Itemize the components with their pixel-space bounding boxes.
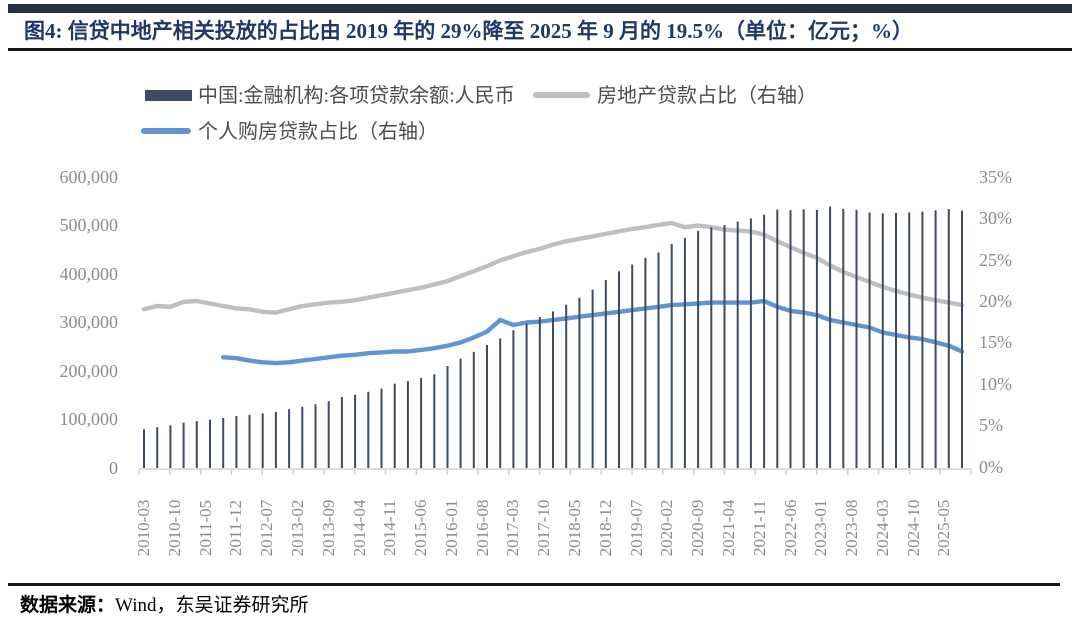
y-axis-label-right: 35% bbox=[979, 167, 1012, 187]
loan-balance-bar bbox=[486, 345, 488, 468]
loan-balance-bar bbox=[618, 271, 620, 468]
loan-balance-bar bbox=[195, 421, 198, 468]
data-source-text: Wind，东吴证券研究所 bbox=[115, 595, 309, 616]
loan-balance-bar bbox=[908, 212, 911, 468]
y-axis-label-right: 0% bbox=[979, 457, 1003, 477]
y-axis-label-left: 300,000 bbox=[59, 312, 119, 332]
data-source-line: 数据来源：Wind，东吴证券研究所 bbox=[20, 593, 720, 619]
loan-balance-bar bbox=[354, 394, 357, 468]
loan-balance-bar bbox=[340, 397, 343, 468]
loan-balance-bar bbox=[406, 381, 409, 468]
loan-balance-bar bbox=[670, 243, 673, 468]
loan-balance-bar bbox=[815, 209, 818, 468]
y-axis-label-right: 30% bbox=[979, 208, 1012, 228]
legend-label-real-estate-share: 房地产贷款占比（右轴） bbox=[597, 85, 817, 107]
footer-divider bbox=[8, 583, 1060, 586]
loan-balance-bar bbox=[723, 225, 726, 468]
loan-balance-bar bbox=[393, 383, 396, 468]
legend-label-loan-balance: 中国:金融机构:各项贷款余额:人民币 bbox=[198, 85, 515, 107]
legend-bar-swatch-icon bbox=[145, 90, 192, 101]
loan-balance-bar bbox=[829, 206, 832, 468]
loan-balance-bar bbox=[169, 425, 172, 468]
loan-balance-bar bbox=[209, 419, 211, 468]
loan-balance-bar bbox=[182, 422, 185, 468]
y-axis-label-left: 600,000 bbox=[59, 167, 119, 187]
loan-balance-bar bbox=[235, 415, 238, 468]
loan-balance-bar bbox=[789, 210, 792, 468]
legend-gray-line-swatch-icon bbox=[533, 92, 590, 98]
loan-balance-bar bbox=[802, 209, 805, 469]
loan-balance-bar bbox=[459, 358, 462, 468]
loan-balance-bar bbox=[143, 429, 145, 468]
loan-balance-bar bbox=[710, 227, 713, 468]
loan-balance-bar bbox=[301, 406, 304, 468]
loan-balance-bar bbox=[749, 218, 752, 468]
loan-balance-bar bbox=[578, 297, 581, 468]
loan-balance-bar bbox=[327, 401, 330, 468]
loan-balance-bar bbox=[499, 338, 502, 468]
loan-balance-bar bbox=[644, 257, 647, 468]
y-axis-label-right: 5% bbox=[979, 415, 1003, 435]
loan-balance-bar bbox=[881, 213, 884, 468]
loan-balance-bar bbox=[604, 280, 607, 468]
loan-balance-bar bbox=[288, 409, 291, 468]
loan-balance-bar bbox=[552, 311, 554, 468]
loan-balance-bar bbox=[314, 404, 317, 468]
loan-balance-bar bbox=[472, 351, 475, 468]
loan-balance-bar bbox=[565, 304, 568, 468]
loan-balance-bar bbox=[156, 427, 159, 468]
loan-balance-bar bbox=[895, 212, 897, 468]
y-axis-label-left: 400,000 bbox=[59, 264, 119, 284]
loan-balance-bar bbox=[657, 252, 660, 468]
loan-balance-bar bbox=[934, 210, 937, 468]
loan-balance-bar bbox=[446, 366, 449, 468]
legend-blue-line-swatch-icon bbox=[141, 128, 191, 134]
y-axis-label-right: 15% bbox=[979, 332, 1012, 352]
loan-balance-bar bbox=[776, 209, 779, 468]
loan-balance-bar bbox=[697, 230, 700, 468]
loan-balance-bar bbox=[538, 317, 541, 468]
loan-balance-bar bbox=[868, 212, 871, 468]
y-axis-label-left: 100,000 bbox=[59, 409, 119, 429]
title-divider bbox=[8, 48, 1072, 51]
loan-balance-bar bbox=[947, 209, 950, 468]
loan-balance-bar bbox=[855, 209, 858, 469]
legend-label-housing-loan-share: 个人购房贷款占比（右轴） bbox=[198, 121, 438, 143]
y-axis-label-left: 200,000 bbox=[59, 361, 119, 381]
y-axis-label-right: 20% bbox=[979, 291, 1012, 311]
loan-balance-bar bbox=[842, 208, 845, 468]
chart-title: 图4: 信贷中地产相关投放的占比由 2019 年的 29%降至 2025 年 9… bbox=[24, 19, 913, 43]
loan-balance-bar bbox=[222, 418, 225, 468]
loan-balance-bar bbox=[683, 237, 686, 468]
loan-balance-bar bbox=[763, 214, 766, 468]
loan-balance-bar bbox=[736, 221, 739, 468]
y-axis-label-right: 10% bbox=[979, 374, 1012, 394]
real-estate-loan-share-line bbox=[141, 220, 965, 315]
loan-balance-bar bbox=[261, 413, 264, 468]
loan-balance-bar bbox=[512, 330, 515, 468]
y-axis-label-right: 25% bbox=[979, 250, 1012, 270]
loan-balance-bar bbox=[420, 377, 423, 468]
loan-balance-bar bbox=[591, 289, 594, 468]
header-accent-bar bbox=[8, 4, 1072, 13]
loan-balance-bar bbox=[380, 388, 383, 468]
loan-balance-bar bbox=[248, 414, 251, 468]
loan-balance-bar bbox=[961, 210, 963, 468]
loan-balance-bar bbox=[367, 391, 370, 468]
loan-balance-bar bbox=[921, 211, 924, 468]
loan-balance-bar bbox=[274, 411, 277, 468]
data-source-label: 数据来源： bbox=[20, 595, 116, 616]
loan-balance-bar bbox=[433, 374, 436, 468]
loan-balance-bar bbox=[525, 323, 528, 468]
y-axis-label-left: 500,000 bbox=[59, 215, 119, 235]
y-axis-label-left: 0 bbox=[109, 458, 118, 478]
loan-balance-bar bbox=[631, 264, 634, 468]
